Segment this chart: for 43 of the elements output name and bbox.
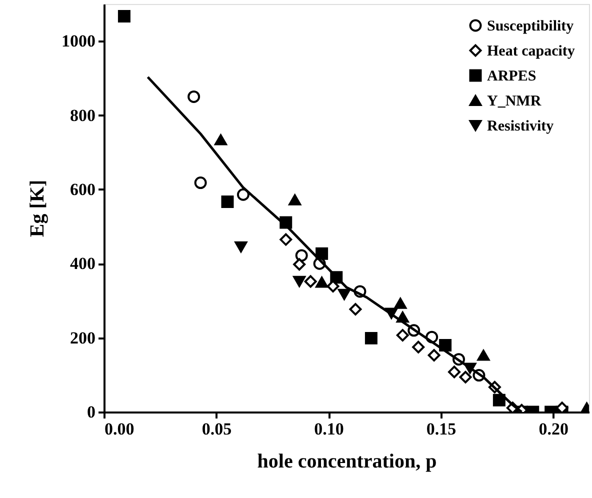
y-tick-label: 200 [70, 328, 96, 348]
point [428, 349, 440, 362]
x-tick-label: 0.20 [538, 420, 568, 438]
point [316, 276, 328, 288]
legend-label: Y_NMR [487, 94, 542, 110]
y-tick-label: 0 [87, 402, 96, 422]
point [234, 241, 248, 252]
point [214, 134, 228, 146]
point [448, 366, 461, 378]
point [295, 249, 308, 262]
point [304, 275, 317, 288]
x-axis-title: hole concentration, p [257, 450, 437, 472]
point [459, 370, 472, 384]
y-tick-label: 400 [70, 254, 96, 274]
point [477, 350, 490, 361]
point [293, 276, 306, 287]
point [221, 195, 234, 208]
x-tick-label: 0.15 [426, 420, 456, 438]
point [396, 328, 409, 342]
x-tick-label: 0.05 [202, 420, 232, 438]
x-tick-label: 0.00 [104, 420, 134, 438]
point [492, 394, 506, 406]
y-tick-label: 800 [70, 106, 96, 125]
y-tick-label: 1000 [62, 32, 96, 51]
point [280, 233, 292, 246]
point [338, 288, 350, 300]
point [293, 258, 306, 271]
point [188, 90, 200, 103]
y-tick-label: 600 [70, 180, 96, 199]
point [288, 194, 302, 206]
legend-label: Susceptibility [487, 18, 574, 34]
point [194, 176, 207, 190]
point [118, 10, 130, 22]
point [412, 340, 425, 354]
point [236, 188, 250, 201]
point [364, 332, 378, 344]
x-tick-label: 0.10 [314, 420, 344, 438]
legend-label: Resistivity [487, 118, 554, 134]
point [349, 303, 362, 316]
legend-label: ARPES [487, 68, 536, 84]
y-axis-title: Eg [K] [26, 180, 48, 238]
legend-label: Heat capacity [487, 44, 576, 60]
point [394, 298, 407, 309]
